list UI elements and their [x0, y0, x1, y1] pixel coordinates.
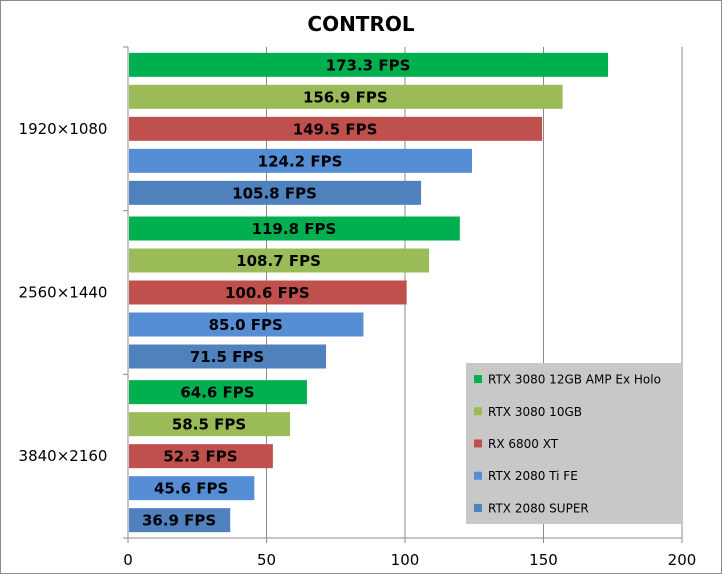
- category-label: 2560×1440: [19, 284, 108, 302]
- data-label: 71.5 FPS: [190, 348, 264, 366]
- legend-swatch: [474, 439, 482, 448]
- legend-box: [466, 363, 681, 524]
- category-label: 3840×2160: [19, 447, 108, 465]
- bar: [129, 508, 231, 533]
- data-label: 105.8 FPS: [232, 184, 317, 202]
- data-label: 173.3 FPS: [326, 56, 411, 74]
- x-tick-label: 0: [123, 551, 133, 569]
- bar: [129, 148, 473, 173]
- bar: [129, 280, 407, 305]
- bar: [129, 52, 609, 77]
- bar: [129, 476, 255, 501]
- data-label: 64.6 FPS: [180, 384, 254, 402]
- bar: [129, 444, 273, 469]
- legend-label: RTX 3080 12GB AMP Ex Holo: [488, 373, 661, 387]
- legend-label: RTX 2080 SUPER: [488, 501, 589, 515]
- bar: [129, 344, 327, 369]
- data-label: 85.0 FPS: [209, 316, 283, 334]
- bar: [129, 116, 543, 141]
- data-label: 149.5 FPS: [293, 120, 378, 138]
- legend-label: RX 6800 XT: [488, 437, 559, 451]
- chart-title: CONTROL: [307, 12, 415, 36]
- data-label: 100.6 FPS: [225, 284, 310, 302]
- x-tick-label: 50: [257, 551, 276, 569]
- data-label: 108.7 FPS: [236, 252, 321, 270]
- bar: [129, 312, 364, 337]
- bar: [129, 380, 307, 405]
- data-label: 45.6 FPS: [154, 480, 228, 498]
- legend-swatch: [474, 375, 482, 384]
- data-label: 58.5 FPS: [172, 416, 246, 434]
- bar: [129, 248, 430, 273]
- data-label: 119.8 FPS: [252, 220, 337, 238]
- bar: [129, 412, 291, 437]
- bar: [129, 84, 563, 109]
- x-tick-label: 150: [529, 551, 558, 569]
- legend-swatch: [474, 471, 482, 480]
- data-label: 156.9 FPS: [303, 88, 388, 106]
- x-tick-label: 200: [668, 551, 697, 569]
- data-label: 36.9 FPS: [142, 512, 216, 530]
- data-label: 124.2 FPS: [258, 152, 343, 170]
- x-tick-label: 100: [391, 551, 420, 569]
- category-label: 1920×1080: [19, 120, 108, 138]
- legend-swatch: [474, 503, 482, 512]
- data-label: 52.3 FPS: [163, 448, 237, 466]
- legend-label: RTX 3080 10GB: [488, 405, 582, 419]
- legend-swatch: [474, 407, 482, 416]
- legend-label: RTX 2080 Ti FE: [488, 469, 578, 483]
- bar: [129, 216, 460, 241]
- bar: [129, 180, 422, 205]
